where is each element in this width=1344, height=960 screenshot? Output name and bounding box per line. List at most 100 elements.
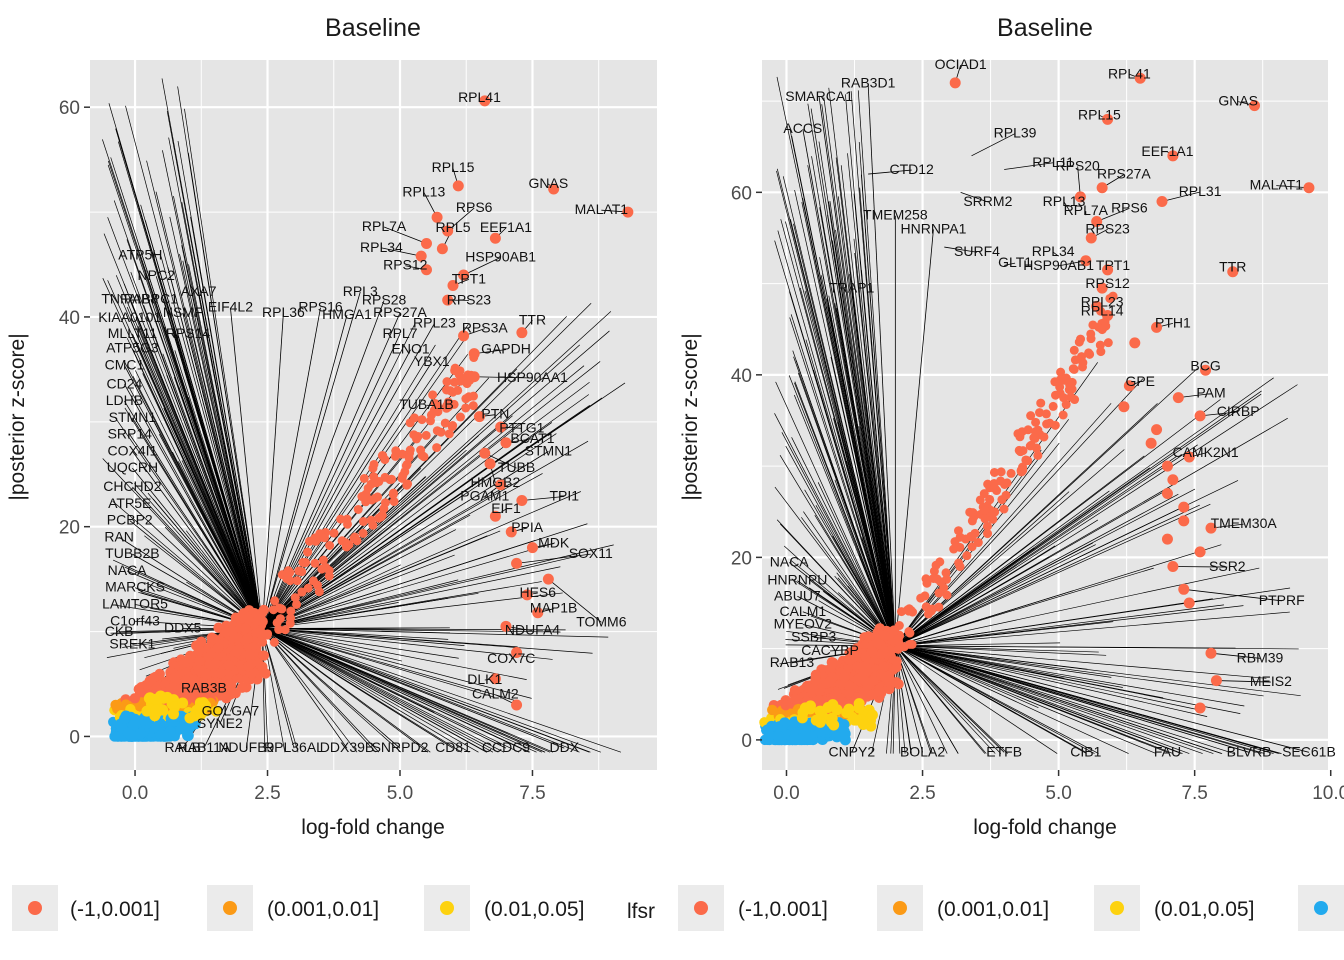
data-point (1064, 385, 1074, 395)
leader-line (262, 602, 399, 629)
gene-point-igfbp2 (1178, 501, 1190, 513)
gene-point-rpl41 (1134, 72, 1146, 84)
data-point (859, 675, 870, 686)
data-point (388, 488, 398, 498)
leader-line (261, 628, 295, 749)
legend-label: (-1,0.001] (70, 898, 160, 921)
gene-label: RPL11 (1032, 154, 1074, 170)
data-point (240, 623, 251, 634)
legend-label: (0.001,0.01] (267, 898, 379, 921)
leader-line (261, 628, 286, 753)
leader-line (895, 567, 1154, 647)
gene-point-bcat1 (500, 437, 512, 449)
leader-line (834, 479, 896, 647)
gene-label: TUBB2B (105, 545, 159, 561)
leader-line (895, 645, 933, 754)
leader-line (895, 544, 1096, 647)
leader-line (262, 592, 563, 629)
gene-point-rps3a (458, 330, 470, 342)
leader-line (895, 491, 1070, 647)
gene-label: SNRPD2 (372, 739, 429, 755)
data-point (254, 627, 265, 639)
data-point (935, 577, 945, 587)
gene-point-rpl14 (1102, 310, 1114, 322)
gene-point-rpl13 (431, 211, 443, 223)
leader-line (1200, 411, 1239, 417)
leader-line (261, 314, 348, 629)
leader-line (262, 542, 555, 629)
data-point (285, 567, 295, 577)
data-point (227, 625, 239, 636)
leader-line (895, 645, 1008, 754)
data-point (896, 607, 906, 617)
leader-line (894, 229, 934, 646)
legend-label: (0.01,0.05] (1154, 898, 1254, 921)
gene-label: HSP90AB1 (465, 248, 536, 264)
gene-point-ptprf (1178, 583, 1190, 595)
data-point (379, 504, 389, 514)
data-point (1014, 445, 1024, 455)
leader-line (895, 456, 1177, 647)
data-point (975, 495, 985, 505)
leader-line (795, 360, 896, 647)
leader-line (828, 201, 896, 646)
leader-line (132, 467, 263, 629)
gene-label: SREK1 (109, 635, 155, 651)
leader-line (107, 160, 263, 629)
data-point (1086, 334, 1096, 344)
leader-line (261, 628, 358, 753)
leader-line (895, 645, 1281, 754)
gene-label: UQCRH (107, 459, 158, 475)
leader-line (484, 452, 517, 469)
leader-line (895, 645, 1157, 754)
legend: lfsr (-1,0.001] (0.001,0.01] (0.01,0.05] (-… (12, 885, 1344, 931)
gene-point-rps6 (442, 225, 454, 237)
gene-point-rps12 (1096, 282, 1108, 294)
data-point (907, 639, 917, 649)
leader-line (262, 628, 459, 659)
data-point (949, 544, 959, 554)
gene-label: RPL34 (360, 239, 403, 255)
gene-label: RPL36 (262, 304, 305, 320)
gene-label: ATP5E (108, 495, 151, 511)
data-point (177, 697, 189, 709)
data-point (242, 633, 253, 645)
data-point (223, 660, 235, 671)
gene-label: GOLGA7 (202, 702, 260, 718)
gene-label: RAB11A (178, 739, 231, 755)
gene-point-rpl41 (479, 95, 491, 107)
leader-line (895, 378, 1144, 647)
gene-label: MARCKS (105, 579, 165, 595)
leader-line (262, 628, 580, 753)
data-point (1036, 398, 1046, 408)
gene-label: DDX5 (164, 620, 202, 636)
data-point (876, 648, 888, 659)
gene-label: CNPY2 (828, 743, 875, 759)
leader-line (140, 204, 263, 629)
data-point (210, 705, 222, 717)
data-point (403, 479, 413, 489)
gene-point-gnas (548, 183, 560, 195)
leader-line (262, 628, 494, 753)
leader-line (447, 207, 475, 232)
leader-line (895, 567, 1260, 647)
x-tick-label: 10.0 (1312, 783, 1344, 804)
leader-line (189, 442, 263, 629)
leader-line (895, 611, 1290, 647)
gene-point-mif (1161, 487, 1173, 499)
gene-point-rps6 (1091, 216, 1103, 228)
gene-label: CTD12 (889, 161, 934, 177)
leader-line (262, 422, 553, 629)
data-point (402, 459, 412, 469)
gene-point-eif1 (489, 510, 501, 522)
gene-label: HMGB2 (470, 474, 520, 490)
gene-point-malat1 (622, 206, 634, 218)
gene-label: KIAA0101 (98, 309, 161, 325)
gene-label: RPL3 (343, 283, 378, 299)
data-point (857, 719, 869, 731)
gene-label: C1orf43 (110, 612, 160, 628)
data-point (766, 720, 778, 732)
gene-label: GNAS (529, 175, 569, 191)
gene-label: CAMK2N1 (1172, 444, 1238, 460)
data-point (421, 430, 431, 440)
